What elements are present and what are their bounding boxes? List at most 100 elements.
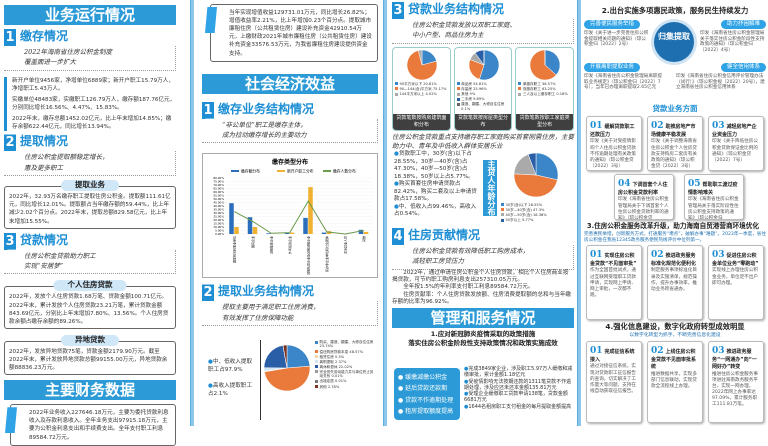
slice-label: 30岁—40岁(含) 47.3 — [506, 208, 545, 212]
x-tick-label: 外商投资企业 — [287, 236, 292, 254]
pie-legend-item: 其他 2.78 — [315, 385, 376, 389]
column-2: 当年实现增值收益129731.01万元，同比增长26.82%；增值收益率2.21… — [202, 0, 378, 326]
pill-text: 印发《海南省住房公积金信用评价管理办法（试行）》（琼公积金规〔2022〕20号）… — [676, 74, 766, 91]
legend-swatch — [315, 385, 318, 388]
section-subtitle: 提取主要用于满足职工住房消费，有效发挥了住房保障功能 — [202, 301, 378, 326]
pie-legend-item: 40岁—50岁(含) 18.38 — [501, 213, 572, 217]
slice-label: 存量房 25.96 — [461, 87, 487, 91]
legend-swatch — [395, 93, 398, 96]
section-band: 社会经济效益 — [202, 74, 378, 94]
y-tick-label: 40.00% — [213, 204, 224, 208]
section-band: 管理和服务情况 — [392, 308, 574, 328]
y-tick-label: 30.00% — [213, 211, 224, 215]
legend-swatch — [395, 82, 398, 85]
pie-legend-item: 30岁—40岁(含) 47.3 — [501, 208, 572, 212]
section-title: 提取情况 — [20, 134, 68, 149]
legend-swatch — [518, 93, 521, 96]
pie-legend-item: 144平方米以上 4.02 — [395, 92, 448, 96]
pill-label: 开展离职提取业务 — [584, 63, 640, 72]
section-number: 4 — [392, 228, 404, 245]
area-pie-card: 90平方米以下 20.8190—144(含)平方米 75.17144平方米以上 … — [392, 47, 451, 131]
pie-legend-item: 完全丧失劳动能力并与单位终止劳动关系 0.01 — [315, 370, 376, 379]
slice-label: 单缴存职工 36.57 — [523, 82, 556, 86]
slice-label: 90平方米以下 20.81 — [400, 82, 437, 86]
bar-缴存额分布 — [322, 233, 327, 234]
legend-swatch — [457, 87, 460, 90]
slice-label: 50岁以上 5.77 — [506, 218, 534, 222]
section-band: 业务运行情况 — [4, 5, 176, 25]
policy-results: ●完成3849家企业，涉及职工5.97万人缓缴和减缴审批，累计金额1.18亿元●… — [464, 366, 574, 410]
slice-label: 40岁—50岁(含) 18.38 — [506, 213, 547, 217]
bar-新开户职工分布 — [290, 233, 295, 234]
pie-legend-item: 存量房 25.96 — [457, 87, 510, 91]
service-intro: 完善惠民举措，创新服务方式，打通服务“堵点”，破解办事“难题”。2023年一季度… — [584, 232, 766, 243]
pie-legend-item: 90平方米以下 20.81 — [395, 82, 448, 86]
y-tick-label: 20.00% — [213, 218, 224, 222]
bar-新开户职工分布 — [253, 227, 258, 234]
bar-新开户职工分布 — [364, 232, 369, 234]
legend-swatch — [457, 98, 460, 101]
policy-list: ● 缓缴减缴公积金● 延后贷款还款期● 贷款不作逾期处理● 租房提取额度提高 — [394, 368, 460, 420]
x-tick-label: 城镇集体企业 — [268, 236, 273, 254]
section-number: 2 — [4, 134, 16, 151]
legend-swatch — [457, 103, 460, 106]
slice-label: 离职提取 2.37 — [320, 360, 347, 364]
pie-legend-item: 偿还购房贷款本息 48.57 — [315, 350, 376, 354]
info-heading: 4.强化信息建设，数字化政府转型成效明显 — [584, 322, 766, 332]
pill-label: 健全信用体系 — [721, 63, 766, 72]
policy-heading-2: 2.出台实施多项惠民政策，服务民生持续发力 — [584, 6, 766, 17]
legend-swatch — [315, 365, 318, 368]
pill-text: 印发《海南省住房公积金管理局关于落实住房公积金阶段性支持政策的通知》（琼公积金归… — [700, 31, 766, 53]
pie-legend-item: 出境定居 0.01 — [315, 379, 376, 383]
pie-legend-item: 离职提取 2.37 — [315, 360, 376, 364]
legend-swatch — [315, 370, 318, 373]
slice-label: 三人及以上缴存职工 0.18 — [523, 92, 568, 96]
legend-swatch — [518, 87, 521, 90]
pie-legend-item: 离休和退休 22.02 — [315, 365, 376, 369]
pill-text: 印发《关于进一步完善住房公积金提取相关问题的通知》（琼公积金归〔2022〕2号） — [584, 31, 650, 48]
section-title: 贷款业务结构情况 — [408, 2, 504, 17]
slice-label: 租赁住房 0.5 — [320, 355, 345, 359]
legend-swatch — [315, 350, 318, 353]
section-title: 住房贡献情况 — [408, 228, 480, 243]
slice-label: 偿还购房贷款本息 48.57 — [320, 350, 364, 354]
y-tick-label: 10.00% — [213, 225, 224, 229]
finance-box-2: 当年实现增值收益129731.01万元，同比增长26.82%；增值收益率2.21… — [210, 4, 378, 62]
slice-label: 双缴存职工 63.25 — [523, 87, 556, 91]
y-tick-label: 80.00% — [213, 176, 224, 180]
column-divider — [190, 0, 194, 426]
house-pie-card: 商品房 54.81存量房 25.96其他 9二手房 9.89建造、翻建、大修自住… — [454, 47, 513, 131]
column-divider — [383, 0, 387, 426]
legend-swatch — [315, 355, 318, 358]
legend-swatch — [395, 87, 398, 90]
pie-legend-item: 90—144(含)平方米 75.17 — [395, 87, 448, 91]
loan-pies: 90平方米以下 20.8190—144(含)平方米 75.17144平方米以上 … — [392, 47, 574, 131]
y-tick-label: 15.00% — [213, 222, 224, 226]
y-tick-label: 70.00% — [213, 183, 224, 187]
pie-legend-item: 50岁以上 5.77 — [501, 218, 572, 222]
finance-box: 2022年业务收入227646.18万元，主要为委托贷款利息收入及存款利息收入。… — [10, 404, 176, 445]
pill-text: 印发《海南省住房公积金管理局离职提取业务规定》（琼公积金归〔2022〕7号），当… — [584, 74, 664, 91]
y-tick-label: 50.00% — [213, 197, 224, 201]
slice-label: 其他 2.78 — [320, 385, 340, 389]
slice-label: 完全丧失劳动能力并与单位终止劳动关系 0.01 — [320, 370, 377, 379]
legend-swatch — [315, 360, 318, 363]
deposit-stats: 新开户单位9456家，净增单位6889家；新开户职工15.79万人，净增职工5.… — [4, 77, 176, 132]
section-subtitle: 住房公积金贷款有效降低职工购房成本，减轻职工房贷压力 — [392, 245, 574, 270]
pill-label: 助力抒困解难 — [721, 20, 766, 29]
age-pie-svg — [499, 151, 574, 199]
withdraw-pie-chart: 购买、建造、翻建、大修自住住房 23.74偿还购房贷款本息 48.57租赁住房 … — [263, 338, 378, 398]
slice-label: 其他 9 — [461, 92, 475, 96]
slice-label: 90—144(含)平方米 75.17 — [400, 87, 447, 91]
slice-label: 建造、翻建、大修自住住房 0.1 — [461, 102, 509, 111]
legend-swatch — [501, 203, 504, 206]
section-subtitle: 住房公积金贷款助力职工实现“安居梦” — [4, 250, 176, 275]
